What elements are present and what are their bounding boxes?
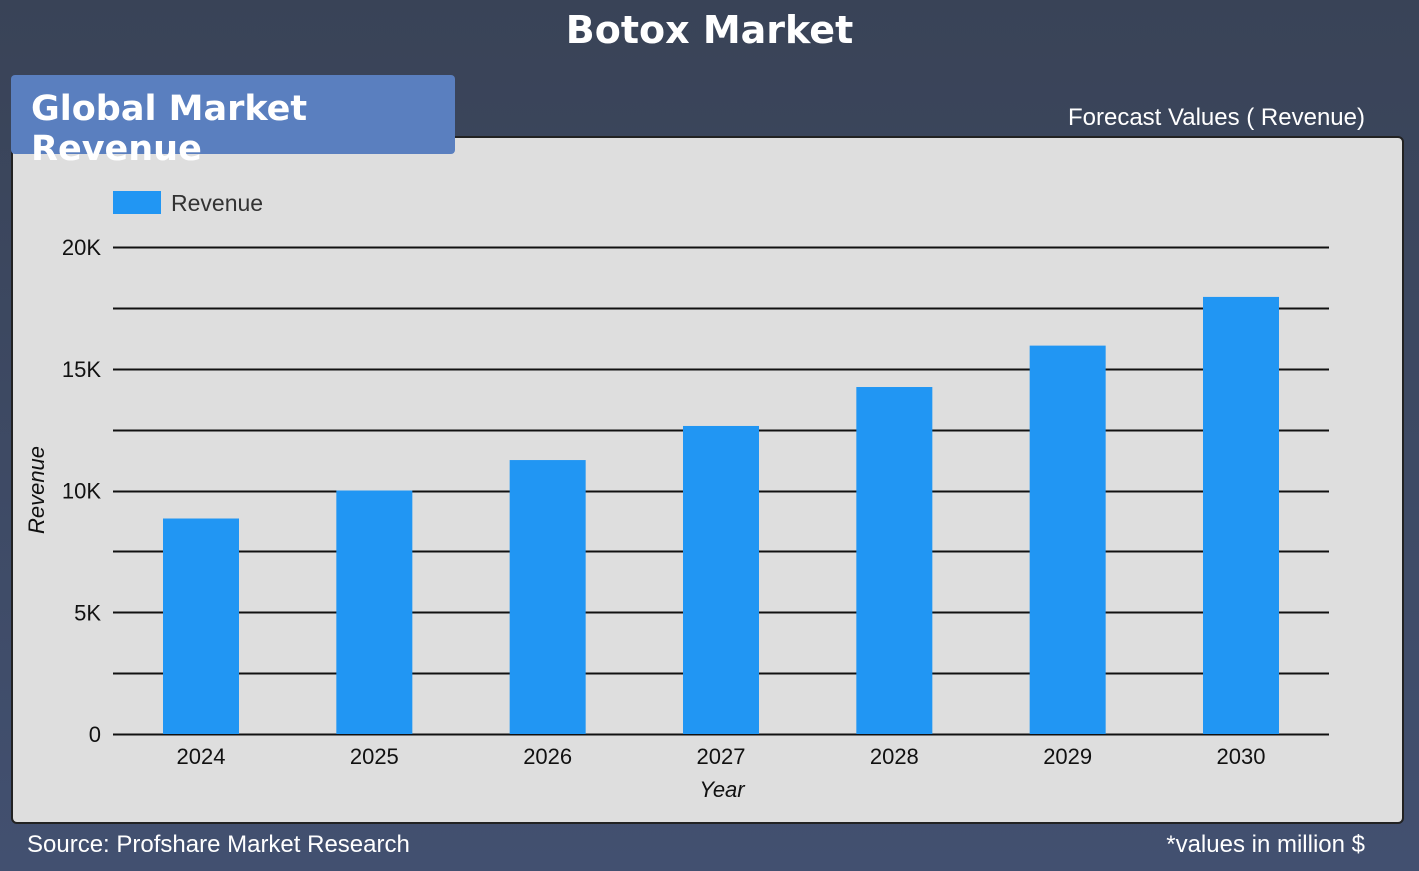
bar-2027 — [683, 425, 759, 734]
bar-2028 — [856, 387, 933, 734]
forecast-label: Forecast Values ( Revenue) — [1067, 104, 1365, 131]
y-tick-label: 15K — [62, 357, 101, 382]
x-tick-label: 2030 — [1217, 744, 1266, 769]
chart-title: Botox Market — [565, 8, 854, 52]
y-tick-label: 0 — [89, 722, 101, 747]
y-tick-label: 20K — [62, 235, 101, 260]
legend-label: Revenue — [171, 190, 263, 216]
legend-swatch — [113, 191, 161, 214]
section-tab: Global Market Revenue — [11, 75, 455, 169]
bar-2025 — [336, 490, 413, 734]
x-tick-label: 2027 — [697, 744, 746, 769]
source-note: Source: Profshare Market Research — [27, 831, 410, 858]
x-tick-label: 2024 — [177, 744, 226, 769]
bars — [163, 296, 1279, 734]
bar-2024 — [163, 518, 239, 734]
x-tick-label: 2025 — [350, 744, 399, 769]
x-tick-label: 2029 — [1043, 744, 1092, 769]
bar-2029 — [1029, 345, 1106, 734]
unit-note: *values in million $ — [1166, 831, 1365, 858]
x-tick-label: 2026 — [523, 744, 572, 769]
y-axis-label: Revenue — [24, 446, 49, 534]
y-tick-labels: 0 5K 10K 15K 20K — [62, 235, 101, 747]
y-tick-label: 5K — [74, 600, 101, 625]
y-tick-label: 10K — [62, 479, 101, 504]
x-tick-label: 2028 — [870, 744, 919, 769]
bar-2026 — [509, 460, 586, 734]
bar-2030 — [1203, 296, 1279, 734]
x-axis-label: Year — [699, 777, 746, 802]
x-tick-labels: 2024 2025 2026 2027 2028 2029 2030 — [177, 744, 1266, 769]
